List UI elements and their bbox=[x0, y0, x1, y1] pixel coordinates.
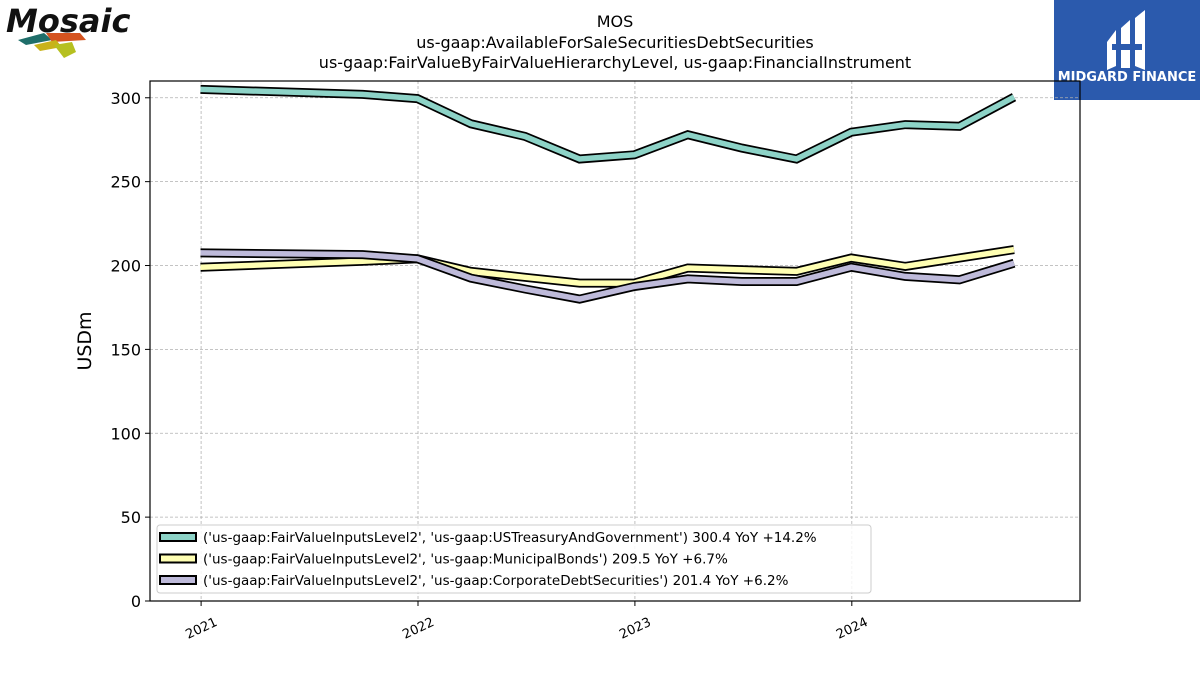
x-tick-label: 2023 bbox=[617, 615, 653, 643]
y-tick-label: 50 bbox=[121, 508, 141, 527]
legend: ('us-gaap:FairValueInputsLevel2', 'us-ga… bbox=[156, 524, 872, 594]
legend-swatch bbox=[159, 532, 197, 542]
chart-title-line-3: us-gaap:FairValueByFairValueHierarchyLev… bbox=[319, 53, 911, 72]
chart-title-line-1: MOS bbox=[597, 12, 634, 31]
logo-tile-teal bbox=[18, 33, 52, 45]
chart-title: MOS us-gaap:AvailableForSaleSecuritiesDe… bbox=[319, 12, 911, 72]
y-tick-label: 200 bbox=[110, 257, 141, 276]
y-tick-label: 150 bbox=[110, 340, 141, 359]
legend-box bbox=[156, 524, 872, 594]
legend-swatch bbox=[159, 553, 197, 564]
x-axis: 2021 2022 2023 2024 bbox=[183, 601, 870, 643]
y-tick-label: 300 bbox=[110, 89, 141, 108]
chart-title-line-2: us-gaap:AvailableForSaleSecuritiesDebtSe… bbox=[416, 33, 814, 52]
x-tick-label: 2022 bbox=[400, 615, 436, 643]
midgard-brand: MIDGARD FINANCE bbox=[1054, 0, 1200, 100]
midgard-icon bbox=[1107, 10, 1145, 70]
y-tick-label: 250 bbox=[110, 173, 141, 192]
logo-tile-lime bbox=[54, 42, 76, 58]
y-tick-label: 100 bbox=[110, 424, 141, 443]
legend-entry-label: ('us-gaap:FairValueInputsLevel2', 'us-ga… bbox=[203, 530, 817, 546]
y-axis-label: USDm bbox=[74, 311, 96, 370]
series-core bbox=[200, 86, 1016, 162]
series-lines bbox=[200, 84, 1017, 304]
x-tick-label: 2021 bbox=[183, 615, 219, 643]
y-tick-label: 0 bbox=[131, 592, 141, 611]
logo-tile-orange bbox=[46, 33, 86, 42]
series-line-3 bbox=[200, 248, 1016, 304]
grid-lines bbox=[150, 81, 1080, 602]
mosaic-logo: Mosaic bbox=[6, 2, 130, 58]
series-line-1 bbox=[200, 84, 1017, 164]
plot-frame bbox=[149, 80, 1081, 602]
brand-name: MIDGARD FINANCE bbox=[1058, 70, 1197, 85]
legend-swatch bbox=[159, 575, 197, 585]
logo-tile-gold bbox=[34, 40, 62, 51]
legend-entry-label: ('us-gaap:FairValueInputsLevel2', 'us-ga… bbox=[203, 552, 728, 568]
x-tick-label: 2024 bbox=[834, 615, 870, 643]
legend-entry-label: ('us-gaap:FairValueInputsLevel2', 'us-ga… bbox=[203, 573, 789, 589]
y-axis: 0 50 100 150 200 250 300 bbox=[110, 89, 150, 611]
series-core bbox=[200, 250, 1015, 302]
